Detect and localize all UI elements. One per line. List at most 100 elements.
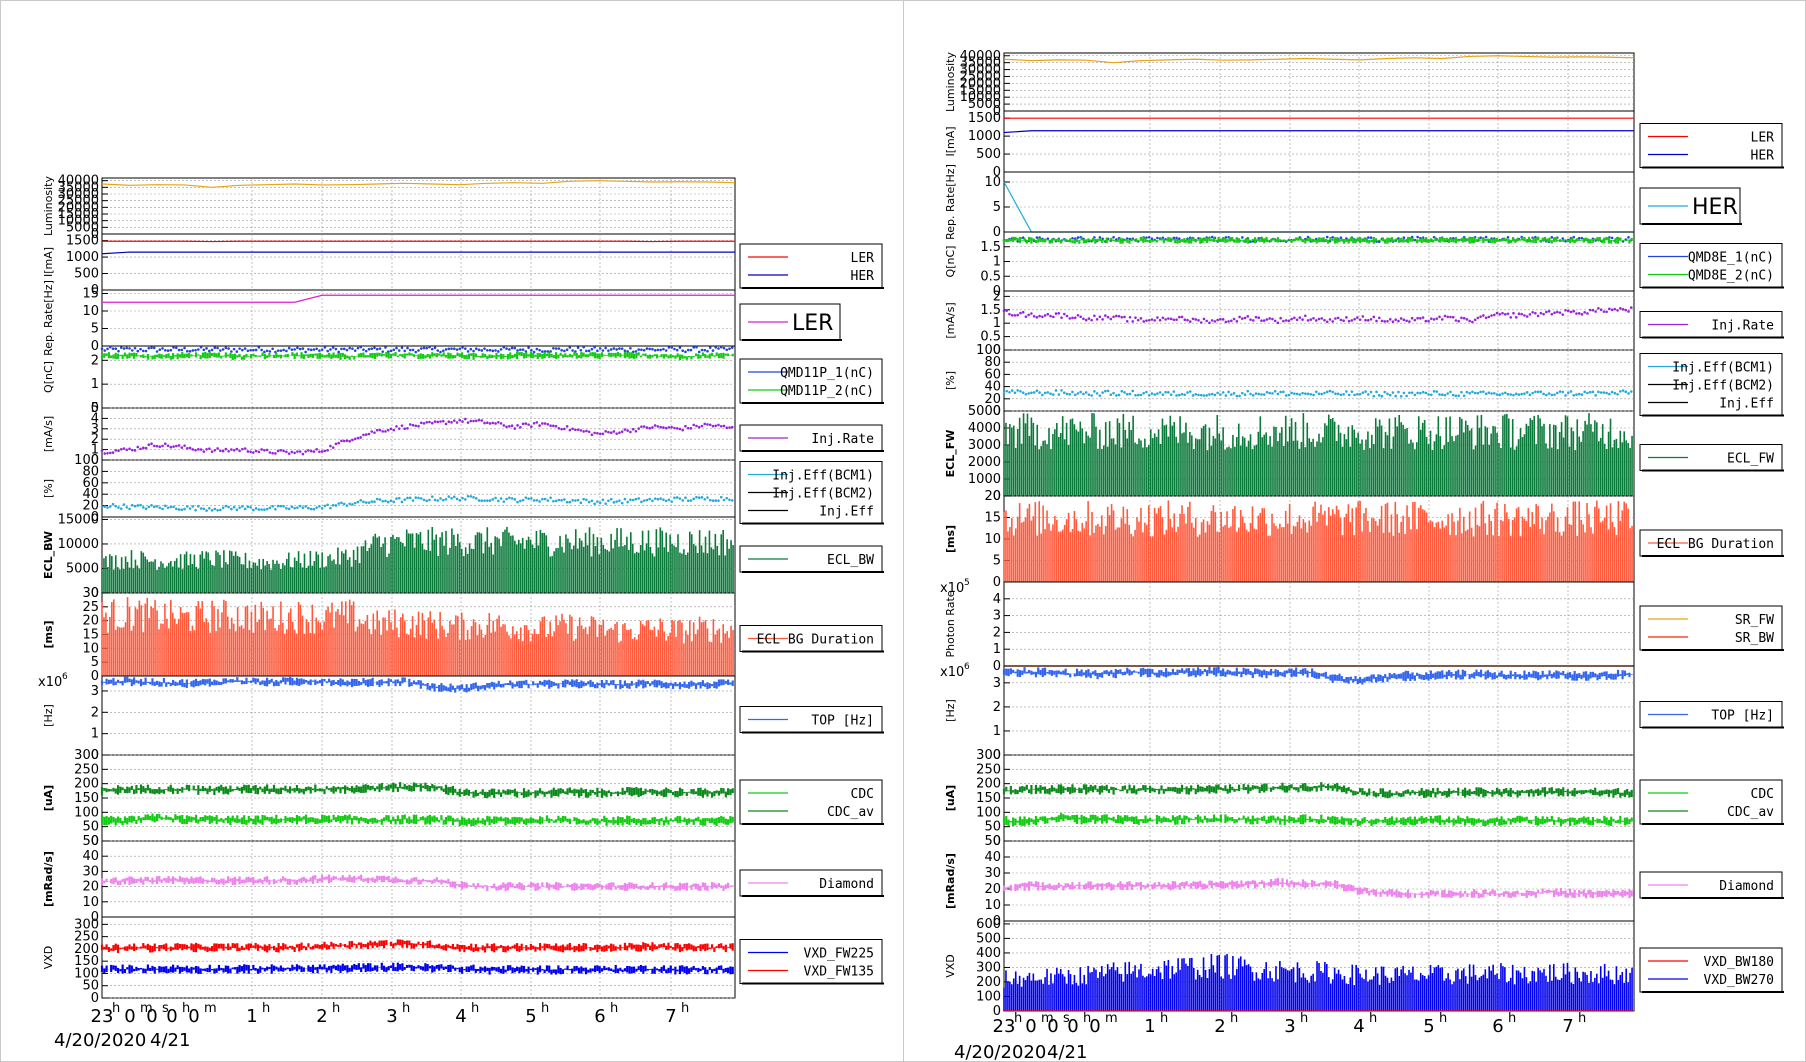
dot-mark (1071, 236, 1074, 240)
dot-mark (1276, 321, 1280, 325)
dot-mark (392, 348, 396, 352)
dot-mark (367, 432, 371, 436)
dot-mark (1049, 392, 1052, 396)
legend: Inj.Eff(BCM1) Inj.Eff(BCM2) Inj.Eff (1639, 353, 1784, 417)
dot-mark (596, 349, 599, 353)
legend-label: Diamond (819, 877, 874, 892)
dot-mark (417, 424, 420, 428)
dot-mark (461, 346, 464, 349)
dot-mark (1608, 307, 1611, 311)
dot-mark (502, 345, 506, 349)
dot-mark (1569, 390, 1573, 393)
dot-mark (1391, 320, 1395, 324)
y-tick-label: 1 (91, 443, 99, 458)
dot-mark (230, 507, 233, 511)
dot-mark (1465, 390, 1469, 394)
dot-mark (730, 499, 734, 502)
dot-mark (538, 424, 541, 427)
dot-mark (1550, 393, 1554, 397)
dot-mark (1235, 320, 1239, 323)
dot-mark (1224, 236, 1228, 239)
dot-mark (1161, 316, 1165, 320)
dot-mark (513, 498, 517, 501)
dot-mark (604, 346, 607, 350)
y-tick-label: 15000 (58, 207, 99, 222)
dot-mark (392, 428, 396, 432)
dot-mark (697, 350, 701, 354)
dot-mark (444, 348, 448, 351)
dot-mark (670, 500, 673, 503)
dot-mark (230, 350, 233, 353)
dot-mark (714, 346, 718, 349)
dot-mark (1350, 319, 1354, 322)
dot-mark (1473, 318, 1477, 322)
dot-mark (1115, 394, 1118, 397)
dot-mark (1293, 316, 1296, 320)
dot-mark (199, 448, 203, 451)
dot-mark (1106, 389, 1110, 393)
dot-mark (1528, 313, 1532, 316)
dot-mark (436, 420, 440, 424)
dot-mark (1284, 319, 1288, 322)
dot-mark (530, 425, 533, 428)
dot-mark (1602, 310, 1606, 313)
y-tick-label: 0 (91, 669, 99, 684)
dot-mark (1356, 392, 1359, 396)
dot-mark (607, 349, 610, 352)
dot-mark (208, 349, 211, 353)
dot-mark (1597, 306, 1600, 310)
dot-mark (1076, 392, 1080, 395)
dot-mark (554, 424, 558, 428)
dot-mark (232, 505, 236, 509)
dot-mark (1468, 319, 1471, 323)
dot-mark (425, 346, 429, 350)
dot-mark (1145, 319, 1148, 322)
dot-mark (164, 442, 167, 445)
dot-mark (1230, 393, 1233, 396)
dot-mark (1616, 393, 1619, 396)
dot-mark (1216, 318, 1219, 322)
dot-mark (444, 422, 448, 426)
dot-mark (381, 499, 385, 503)
dot-mark (1221, 318, 1225, 321)
legend: Diamond (739, 869, 884, 897)
panel-frame (101, 289, 736, 347)
dot-mark (708, 346, 712, 349)
dot-mark (1572, 309, 1576, 313)
dot-mark (1024, 392, 1028, 396)
dot-mark (1506, 312, 1510, 316)
dot-mark (620, 501, 624, 505)
dot-mark (356, 500, 360, 504)
dot-mark (356, 346, 360, 350)
y-tick-label: 2 (993, 289, 1001, 304)
y-tick-label: 10 (984, 175, 1001, 190)
dot-mark (364, 349, 368, 353)
dot-mark (615, 500, 618, 503)
dot-mark (1076, 236, 1080, 239)
legend-label: CDC_av (827, 805, 874, 820)
dot-mark (1068, 393, 1072, 396)
dot-mark (585, 429, 588, 433)
x-tick-sup: h (262, 1001, 270, 1016)
dot-mark (1419, 317, 1422, 320)
dot-mark (274, 452, 277, 455)
dot-mark (1227, 320, 1230, 323)
dot-mark (419, 497, 423, 500)
dot-mark (430, 347, 434, 351)
dot-mark (188, 349, 192, 353)
dot-mark (158, 445, 162, 448)
y-tick-label: 0 (91, 401, 99, 416)
dot-mark (1199, 393, 1203, 397)
dot-mark (1613, 307, 1617, 311)
dot-mark (505, 347, 508, 350)
dot-mark (1235, 394, 1239, 398)
dot-mark (164, 504, 167, 508)
dot-mark (108, 505, 112, 508)
dot-mark (590, 433, 594, 437)
y-tick-label: 100 (74, 805, 99, 820)
dot-mark (293, 348, 296, 351)
dot-mark (463, 417, 467, 421)
dot-mark (312, 450, 316, 453)
dot-mark (202, 348, 206, 352)
